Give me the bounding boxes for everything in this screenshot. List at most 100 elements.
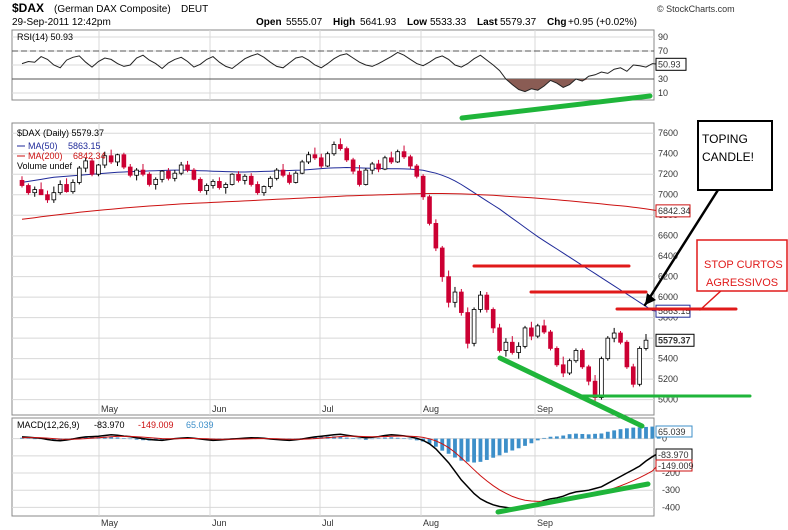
- rsi-line: [21, 51, 659, 93]
- candle-body: [376, 163, 381, 170]
- price-value-tag: [655, 333, 695, 347]
- macd-hist-bar: [109, 436, 114, 439]
- candle-body: [580, 350, 585, 368]
- open-label: Open: [256, 17, 282, 28]
- open-value: 5555.07: [286, 17, 323, 28]
- macd-hist-bar: [624, 428, 629, 439]
- candle-body: [395, 151, 400, 163]
- macd-hist-bar: [612, 430, 617, 439]
- candle-body: [452, 291, 458, 303]
- candle-body: [350, 159, 356, 172]
- macd-hist-bar: [644, 426, 648, 439]
- candle-body: [509, 341, 515, 353]
- macd-hist-bar: [32, 438, 37, 440]
- month-label-macd: May: [101, 518, 119, 528]
- macd-hist-bar: [561, 435, 566, 439]
- candle-body: [280, 169, 286, 176]
- price-tick-label: 7000: [658, 190, 678, 200]
- candle-body: [408, 156, 413, 167]
- candle-body: [503, 341, 509, 351]
- candle-body: [592, 380, 598, 398]
- macd-hist-bar: [433, 438, 438, 447]
- candle-body: [363, 169, 369, 185]
- macd-hist-bar: [516, 438, 521, 449]
- candle-body: [611, 332, 617, 339]
- macd-hist-bar: [446, 438, 451, 454]
- index-name: (German DAX Composite): [54, 4, 171, 15]
- macd-hist-bar: [631, 427, 636, 439]
- macd-hist-bar: [497, 438, 502, 456]
- candle-body: [32, 189, 38, 194]
- candle-body: [248, 175, 254, 185]
- macd-hist-bar: [523, 438, 527, 446]
- candle-body: [185, 164, 190, 171]
- candle-body: [414, 165, 420, 177]
- candle-body: [255, 184, 260, 194]
- chg-value: +0.95 (+0.02%): [568, 17, 637, 28]
- last-value: 5579.37: [500, 17, 537, 28]
- candle-body: [522, 327, 528, 347]
- macd-hist-bar: [586, 434, 591, 439]
- candle-body: [369, 163, 375, 171]
- macd-hist-bar: [542, 437, 547, 439]
- macd-hist-bar: [529, 438, 534, 444]
- candle-body: [338, 144, 343, 150]
- macd-line: [21, 433, 660, 510]
- macd-tick-label: 0: [662, 434, 667, 444]
- macd-hist-bar: [395, 437, 400, 439]
- macd-hist-bar: [580, 433, 585, 439]
- candle-body: [51, 192, 57, 201]
- macd-hist-bar: [465, 438, 470, 462]
- candle-body: [102, 155, 108, 166]
- candle-body: [573, 350, 579, 362]
- candle-body: [121, 154, 127, 168]
- ma200-legend-name: MA(200): [28, 151, 63, 161]
- candle-body: [388, 157, 394, 163]
- toping-text-line1: TOPING: [702, 132, 748, 146]
- price-tick-label: 7600: [658, 128, 678, 138]
- candle-body: [331, 144, 337, 155]
- toping-candle-box: [697, 120, 773, 191]
- candle-body: [497, 327, 502, 351]
- candle-body: [599, 358, 604, 398]
- chg-label: Chg: [547, 17, 566, 28]
- ma200-line: [21, 193, 659, 220]
- volume-legend: Volume undef: [17, 161, 73, 171]
- macd-hist-bar: [504, 438, 508, 453]
- price-tick-label: 6000: [658, 292, 678, 302]
- macd-value-tag-label: 65.039: [658, 427, 686, 437]
- price-tick-label: 5200: [658, 374, 678, 384]
- ma200-legend-value: 6842.34: [73, 151, 106, 161]
- candle-body: [318, 157, 324, 167]
- macd-hist-bar: [338, 436, 343, 439]
- macd-hist-bar: [363, 438, 368, 440]
- macd-layer: [20, 426, 661, 510]
- high-value: 5641.93: [360, 17, 397, 28]
- candle-body: [242, 175, 248, 181]
- candle-body: [166, 170, 171, 179]
- macd-hist-bar: [605, 431, 610, 439]
- candle-body: [643, 339, 649, 349]
- price-tick-label: 5400: [658, 354, 678, 364]
- candle-body: [624, 341, 630, 368]
- price-title: $DAX (Daily) 5579.37: [17, 128, 104, 138]
- candle-body: [516, 345, 521, 353]
- macd-hist-bar: [312, 436, 317, 439]
- macd-signal-value: -149.009: [138, 420, 174, 430]
- macd-hist-bar: [637, 427, 642, 439]
- macd-value-tag-label: -149.009: [658, 461, 694, 471]
- candle-body: [19, 179, 25, 186]
- candle-body: [618, 332, 623, 343]
- axes-layer: MayMayJunJunJulJulAugAugSepSep1030507090…: [101, 32, 695, 528]
- candle-body: [490, 309, 496, 329]
- date-label: 29-Sep-2011 12:42pm: [12, 17, 111, 28]
- price-tick-label: 6200: [658, 272, 678, 282]
- macd-hist-bar: [160, 438, 164, 441]
- candle-body: [567, 360, 572, 374]
- candle-body: [89, 160, 95, 175]
- candle-body: [293, 172, 299, 183]
- ma50-legend-value: 5863.15: [68, 141, 101, 151]
- candle-body: [274, 169, 280, 179]
- price-tick-label: 6400: [658, 251, 678, 261]
